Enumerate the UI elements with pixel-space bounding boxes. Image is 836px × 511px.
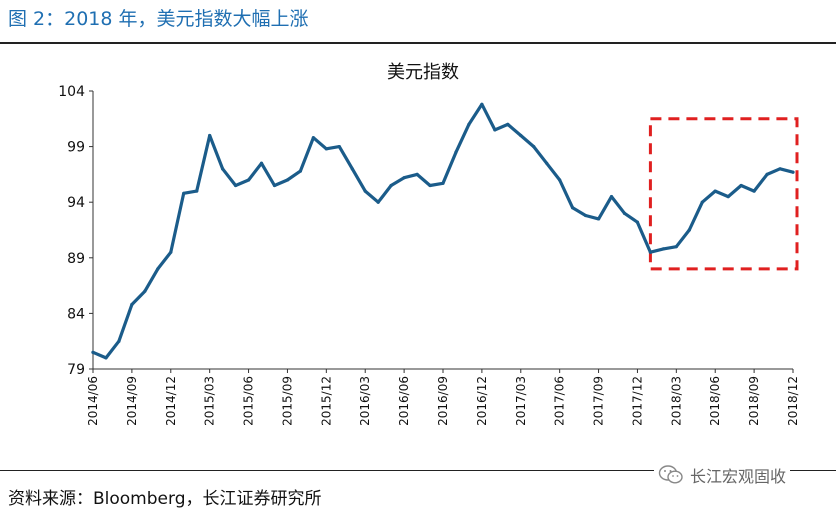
data-point xyxy=(337,145,341,149)
data-point xyxy=(376,200,380,204)
data-point xyxy=(104,356,108,360)
highlight-region xyxy=(648,117,799,271)
top-divider xyxy=(0,42,836,44)
x-tick-label: 2017/09 xyxy=(592,376,606,426)
x-tick-label: 2016/12 xyxy=(475,376,489,426)
data-point xyxy=(506,122,510,126)
data-point xyxy=(648,250,653,254)
data-point xyxy=(545,161,549,165)
data-point xyxy=(246,178,251,182)
data-point xyxy=(661,247,665,251)
data-point xyxy=(156,267,160,271)
data-point xyxy=(272,183,277,188)
y-tick-label: 99 xyxy=(67,140,85,156)
data-point xyxy=(195,189,199,193)
x-tick-label: 2015/09 xyxy=(280,376,294,426)
data-point xyxy=(389,183,393,188)
data-point xyxy=(467,122,471,126)
data-point xyxy=(208,133,212,138)
x-tick-label: 2016/06 xyxy=(397,376,411,426)
y-tick-label: 94 xyxy=(67,195,85,211)
data-point xyxy=(752,189,756,193)
data-point xyxy=(532,145,536,149)
data-point xyxy=(726,195,730,199)
chart-title: 美元指数 xyxy=(387,62,459,83)
bottom-divider xyxy=(0,470,836,471)
data-point xyxy=(233,183,238,188)
series-line xyxy=(91,102,795,360)
data-point xyxy=(324,147,328,151)
data-point xyxy=(558,178,562,182)
data-point xyxy=(91,350,95,354)
data-point xyxy=(713,189,717,193)
source-note: 资料来源：Bloomberg，长江证券研究所 xyxy=(8,489,322,509)
data-point xyxy=(571,206,575,210)
x-tick-label: 2018/06 xyxy=(708,376,722,426)
data-point xyxy=(765,172,769,176)
watermark-text: 长江宏观固收 xyxy=(690,467,787,486)
series-group xyxy=(91,102,795,360)
data-point xyxy=(285,178,290,182)
data-point xyxy=(298,169,303,173)
data-point xyxy=(259,161,264,165)
x-tick-label: 2015/03 xyxy=(203,376,217,426)
data-point xyxy=(117,339,121,343)
data-point xyxy=(609,195,614,199)
data-point xyxy=(130,302,134,307)
x-tick-label: 2016/09 xyxy=(436,376,450,426)
x-tick-label: 2018/09 xyxy=(747,376,761,426)
data-point xyxy=(622,211,627,215)
data-point xyxy=(493,128,497,132)
data-point xyxy=(480,102,484,106)
y-tick-label: 84 xyxy=(67,306,85,322)
x-tick-label: 2017/06 xyxy=(553,376,567,426)
x-tick-label: 2016/03 xyxy=(358,376,372,426)
y-tick-label: 89 xyxy=(67,251,85,267)
data-point xyxy=(441,181,445,185)
data-point xyxy=(635,220,640,224)
data-point xyxy=(350,167,354,171)
usd-index-chart: 美元指数 79 84 89 94 99 104 2014/06 2014/09 2014/12 2… xyxy=(58,62,800,426)
figure-title: 图 2：2018 年，美元指数大幅上涨 xyxy=(8,8,309,30)
data-point xyxy=(143,289,147,293)
y-tick-label: 104 xyxy=(58,84,85,100)
watermark: 长江宏观固收 xyxy=(654,460,791,490)
data-point xyxy=(402,176,406,180)
y-tick-label: 79 xyxy=(67,362,85,378)
data-point xyxy=(182,191,186,195)
data-point xyxy=(428,183,432,188)
x-tick-label: 2014/12 xyxy=(164,376,178,426)
x-tick-label: 2018/12 xyxy=(786,376,800,426)
data-point xyxy=(739,183,743,188)
axes: 79 84 89 94 99 104 2014/06 2014/09 2014/12 2015/0… xyxy=(58,84,800,426)
x-tick-label: 2014/06 xyxy=(86,376,100,426)
highlight-box xyxy=(648,117,799,271)
data-point xyxy=(778,167,782,171)
x-tick-label: 2018/03 xyxy=(669,376,683,426)
data-point xyxy=(363,189,367,193)
data-point xyxy=(519,133,523,138)
wechat-icon xyxy=(658,465,683,484)
data-point xyxy=(674,245,678,249)
data-point xyxy=(596,217,601,221)
data-point xyxy=(169,250,173,254)
data-point xyxy=(700,200,704,204)
data-point xyxy=(415,172,419,176)
data-point xyxy=(687,228,691,232)
data-point xyxy=(311,136,315,140)
data-point xyxy=(454,150,458,154)
x-tick-label: 2015/06 xyxy=(242,376,256,426)
x-tick-label: 2017/03 xyxy=(514,376,528,426)
data-point xyxy=(221,167,225,171)
data-point xyxy=(583,213,588,218)
x-tick-label: 2017/12 xyxy=(630,376,644,426)
data-point xyxy=(791,170,795,174)
x-tick-label: 2015/12 xyxy=(319,376,333,426)
x-tick-label: 2014/09 xyxy=(125,376,139,426)
